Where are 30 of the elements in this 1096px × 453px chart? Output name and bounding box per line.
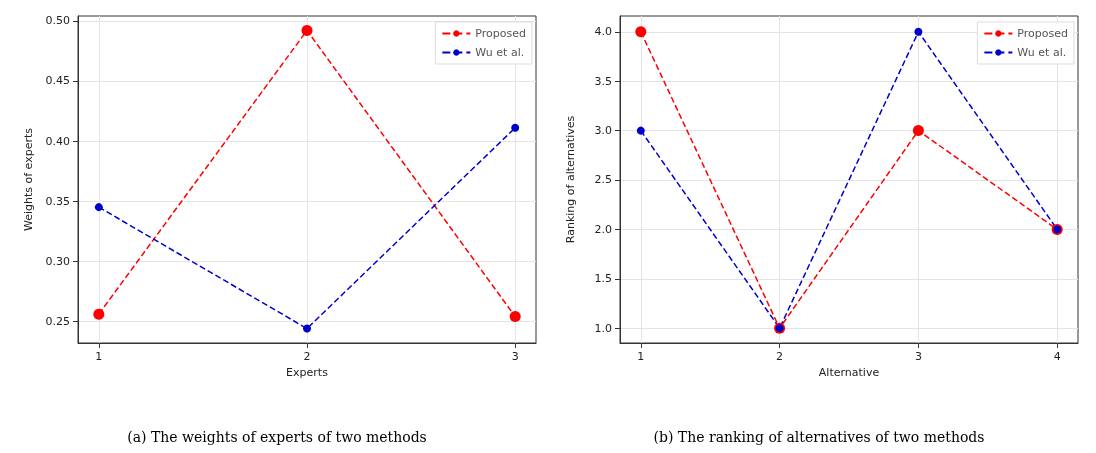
- y-tick-label: 0.50: [45, 14, 70, 28]
- legend-label: Proposed: [1017, 27, 1069, 40]
- y-tick-label: 3.0: [594, 124, 612, 138]
- y-tick-label: 4.0: [594, 25, 612, 39]
- x-tick-label: 1: [637, 350, 645, 363]
- x-tick-label: 3: [511, 350, 519, 363]
- y-tick-label: 0.45: [45, 74, 70, 88]
- x-axis-title: Alternative: [818, 366, 880, 379]
- legend-label: Wu et al.: [475, 46, 525, 59]
- y-tick-label: 0.30: [45, 254, 70, 268]
- x-tick-label: 2: [776, 350, 784, 363]
- y-tick-label: 0.35: [45, 194, 70, 208]
- y-tick-label: 2.5: [594, 173, 612, 187]
- y-axis-title: Ranking of alternatives: [564, 115, 577, 244]
- y-tick-label: 0.25: [45, 314, 70, 328]
- y-tick-label: 1.0: [594, 321, 612, 335]
- y-tick-label: 2.0: [594, 222, 612, 236]
- x-axis-title: Experts: [286, 366, 329, 379]
- x-tick-label: 4: [1053, 350, 1061, 363]
- y-tick-label: 1.5: [594, 272, 612, 286]
- y-tick-label: 3.5: [594, 74, 612, 88]
- x-tick-label: 1: [95, 350, 103, 363]
- text: (b) The ranking of alternatives of two methods: [653, 429, 985, 445]
- x-tick-label: 3: [914, 350, 922, 363]
- y-axis-title: Weights of experts: [22, 127, 35, 232]
- y-tick-label: 0.40: [45, 134, 70, 148]
- text: (a) The weights of experts of two methods: [127, 429, 427, 445]
- x-tick-label: 2: [303, 350, 311, 363]
- legend-label: Wu et al.: [1017, 46, 1067, 59]
- legend-label: Proposed: [475, 27, 527, 40]
